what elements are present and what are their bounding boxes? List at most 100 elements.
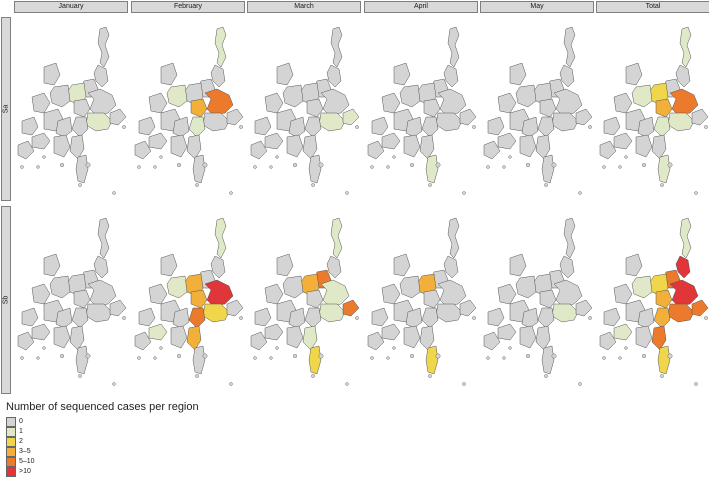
region-r5 [423, 98, 441, 118]
region-r20 [134, 140, 152, 160]
region-r8 [166, 84, 188, 108]
island-1 [311, 183, 315, 187]
island-5 [508, 155, 512, 159]
island-4 [486, 356, 490, 360]
island-2 [112, 191, 116, 195]
legend-label: 0 [19, 418, 23, 425]
island-7 [36, 165, 40, 169]
region-r14 [509, 253, 527, 277]
island-4 [137, 356, 141, 360]
map-panel-sa-may [480, 17, 594, 201]
region-r17 [521, 116, 539, 138]
region-r15 [613, 92, 633, 114]
island-6 [60, 353, 65, 358]
region-r6 [669, 88, 699, 116]
region-r20 [17, 140, 35, 160]
island-0 [435, 162, 441, 168]
island-7 [153, 356, 157, 360]
map-panel-sb-total [596, 208, 709, 392]
region-r18 [138, 307, 156, 327]
island-3 [122, 316, 126, 320]
region-r20 [250, 140, 268, 160]
region-r1 [563, 26, 576, 68]
map-panel-sb-march [247, 208, 361, 392]
island-2 [345, 382, 349, 386]
island-4 [370, 356, 374, 360]
region-r20 [483, 140, 501, 160]
island-4 [20, 165, 24, 169]
region-r20 [17, 331, 35, 351]
region-r1 [214, 217, 227, 259]
region-r7 [85, 303, 113, 323]
island-6 [293, 162, 298, 167]
region-r6 [204, 88, 234, 116]
region-r15 [497, 283, 517, 305]
region-r10 [304, 116, 322, 138]
island-2 [578, 382, 582, 386]
region-r13 [148, 132, 168, 150]
region-r17 [172, 307, 190, 329]
island-7 [502, 356, 506, 360]
region-r8 [631, 84, 653, 108]
region-r20 [599, 331, 617, 351]
region-r18 [487, 116, 505, 136]
region-r17 [288, 116, 306, 138]
region-r2 [326, 255, 342, 279]
region-r7 [667, 303, 695, 323]
region-r9 [575, 299, 593, 317]
region-r13 [148, 323, 168, 341]
region-r11 [186, 134, 202, 160]
island-3 [704, 125, 708, 129]
facet-strip-may: May [480, 1, 594, 13]
region-r12 [425, 345, 439, 375]
island-2 [345, 191, 349, 195]
region-r1 [214, 26, 227, 68]
region-r9 [459, 299, 477, 317]
map-panel-sa-january [14, 17, 128, 201]
island-0 [435, 353, 441, 359]
region-r2 [443, 64, 459, 88]
legend-label: 1 [19, 428, 23, 435]
region-r1 [330, 26, 343, 68]
region-r12 [75, 154, 89, 184]
island-0 [318, 353, 324, 359]
facet-strip-sb: Sb [1, 206, 11, 394]
island-1 [78, 183, 82, 187]
region-r2 [559, 255, 575, 279]
region-r13 [497, 132, 517, 150]
island-0 [202, 353, 208, 359]
region-r12 [657, 345, 671, 375]
region-r18 [21, 116, 39, 136]
region-r14 [160, 62, 178, 86]
island-7 [36, 356, 40, 360]
legend-swatch [6, 457, 16, 467]
region-r5 [539, 98, 557, 118]
region-r6 [553, 279, 583, 307]
region-r8 [49, 275, 71, 299]
region-r18 [254, 116, 272, 136]
region-r19 [286, 325, 304, 349]
map-panel-sb-april [364, 208, 478, 392]
region-r10 [421, 116, 439, 138]
region-r8 [49, 84, 71, 108]
facet-strip-march: March [247, 1, 361, 13]
region-r2 [675, 64, 691, 88]
region-r15 [264, 283, 284, 305]
island-4 [137, 165, 141, 169]
island-5 [159, 155, 163, 159]
region-r5 [539, 289, 557, 309]
region-r7 [551, 112, 579, 132]
region-r20 [367, 140, 385, 160]
legend-label: 5–10 [19, 458, 35, 465]
region-r7 [202, 112, 230, 132]
region-r6 [87, 279, 117, 307]
region-r11 [69, 325, 85, 351]
region-r11 [186, 325, 202, 351]
island-3 [122, 125, 126, 129]
region-r15 [381, 92, 401, 114]
region-r15 [497, 92, 517, 114]
region-r9 [459, 108, 477, 126]
region-r12 [657, 154, 671, 184]
map-panel-sa-total [596, 17, 709, 201]
region-r12 [192, 345, 206, 375]
